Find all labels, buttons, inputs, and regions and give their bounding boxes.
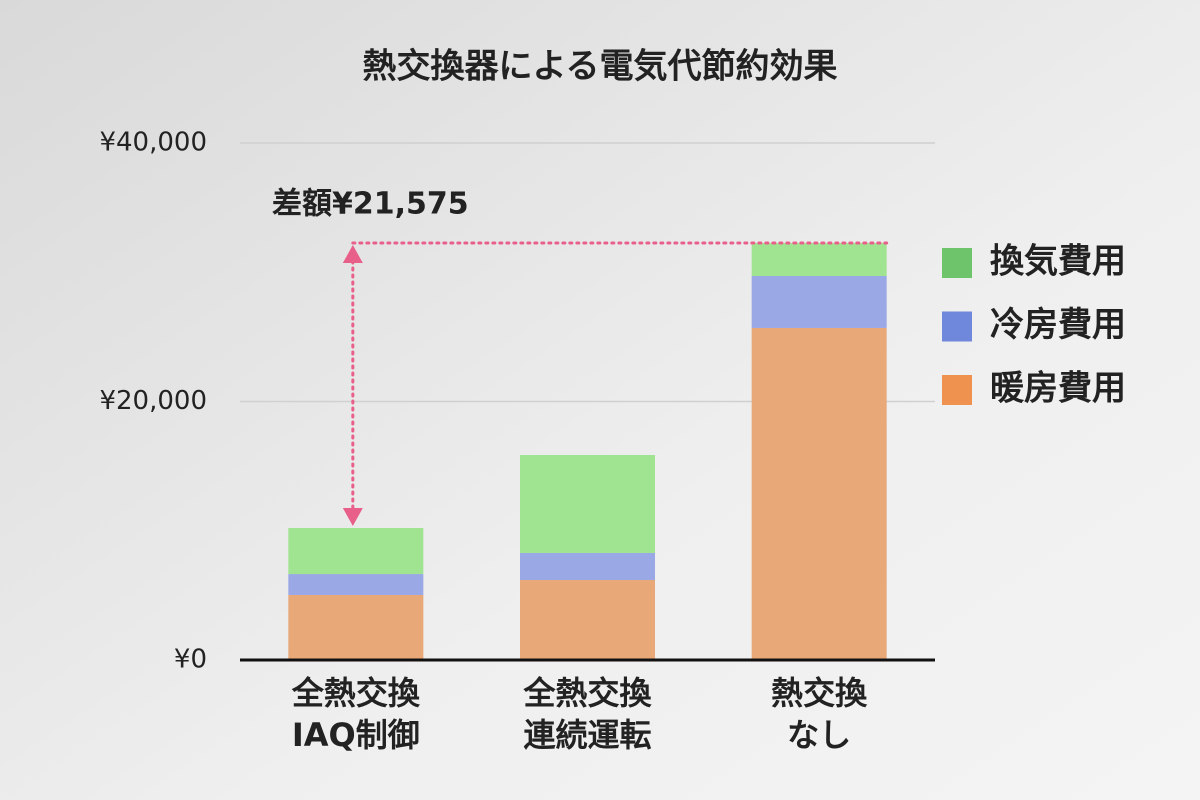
bar-segment [520, 552, 655, 580]
bar-segment [288, 528, 424, 575]
x-tick-label: 全熱交換 [291, 674, 421, 712]
x-tick-label: 熱交換 [771, 674, 868, 712]
legend-swatch [942, 248, 972, 278]
legend-swatch [942, 375, 972, 405]
y-tick-label: ¥0 [174, 645, 207, 675]
bar-segment [520, 579, 655, 660]
arrow-head [342, 245, 363, 264]
annotation-text: 差額¥21,575 [272, 187, 469, 222]
bar-segment [288, 574, 424, 595]
bar-segment [751, 243, 887, 276]
x-tick-label: なし [787, 716, 851, 754]
legend-label: 冷房費用 [990, 305, 1126, 345]
bar-segment [520, 455, 655, 553]
x-tick-label: IAQ制御 [292, 716, 420, 754]
x-tick-label: 連続運転 [523, 716, 651, 754]
legend-label: 換気費用 [990, 242, 1126, 282]
bar-segment [751, 275, 887, 328]
y-tick-label: ¥20,000 [99, 386, 207, 416]
bar-segment [751, 327, 887, 660]
bar-segment [288, 594, 424, 660]
legend-label: 暖房費用 [990, 369, 1126, 409]
x-tick-label: 全熱交換 [522, 674, 652, 712]
legend-swatch [942, 311, 972, 342]
y-tick-label: ¥40,000 [99, 128, 207, 158]
chart-title: 熱交換器による電気代節約効果 [363, 47, 838, 87]
arrow-head [342, 508, 363, 527]
